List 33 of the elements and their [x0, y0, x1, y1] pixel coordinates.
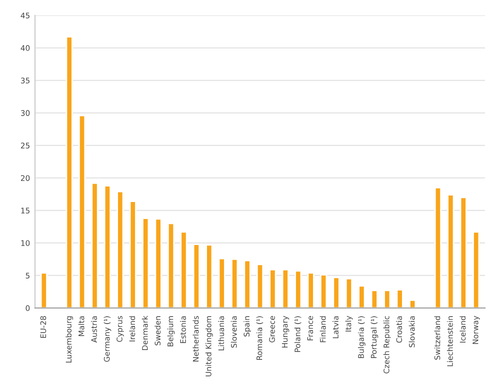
- bar: [218, 258, 226, 308]
- bar: [180, 231, 188, 308]
- bar: [66, 36, 73, 308]
- bar: [78, 114, 86, 308]
- bar: [231, 258, 238, 308]
- bar: [91, 182, 98, 308]
- bar: [396, 289, 404, 308]
- bar: [40, 272, 48, 308]
- bar: [434, 187, 442, 308]
- bar: [358, 285, 366, 308]
- bar: [408, 300, 416, 308]
- bar: [192, 244, 200, 308]
- bar: [142, 218, 150, 308]
- bar: [206, 244, 213, 308]
- bar: [282, 268, 289, 308]
- bar: [460, 196, 467, 308]
- bar: [154, 218, 162, 308]
- bar: [269, 268, 276, 308]
- bar: [256, 264, 264, 308]
- bar: [384, 290, 391, 308]
- bar: [104, 185, 112, 308]
- bar: [129, 200, 136, 308]
- bar: [116, 190, 124, 308]
- bar: [345, 278, 353, 308]
- bar: [294, 270, 302, 308]
- bar: [472, 231, 480, 308]
- bar: [244, 260, 251, 308]
- bar: [320, 274, 328, 308]
- bar: [370, 290, 378, 308]
- bar: [167, 222, 175, 308]
- bar: [307, 272, 314, 308]
- bar: [447, 194, 454, 308]
- bar: [332, 276, 340, 308]
